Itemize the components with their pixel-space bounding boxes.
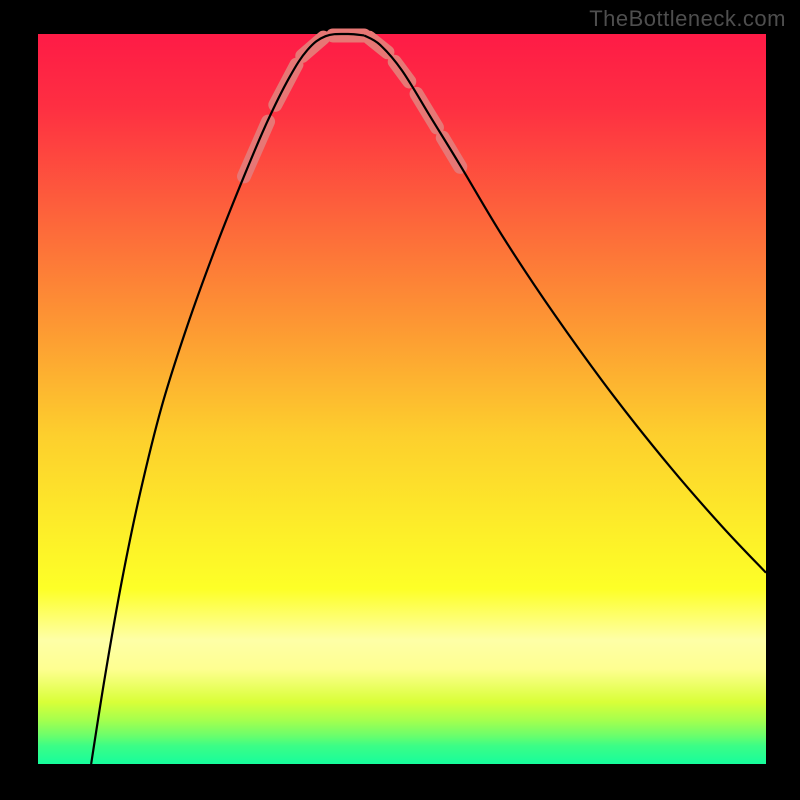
plot-svg xyxy=(0,0,800,800)
watermark-text: TheBottleneck.com xyxy=(589,6,786,32)
gradient-background xyxy=(38,34,766,764)
chart-frame: TheBottleneck.com xyxy=(0,0,800,800)
